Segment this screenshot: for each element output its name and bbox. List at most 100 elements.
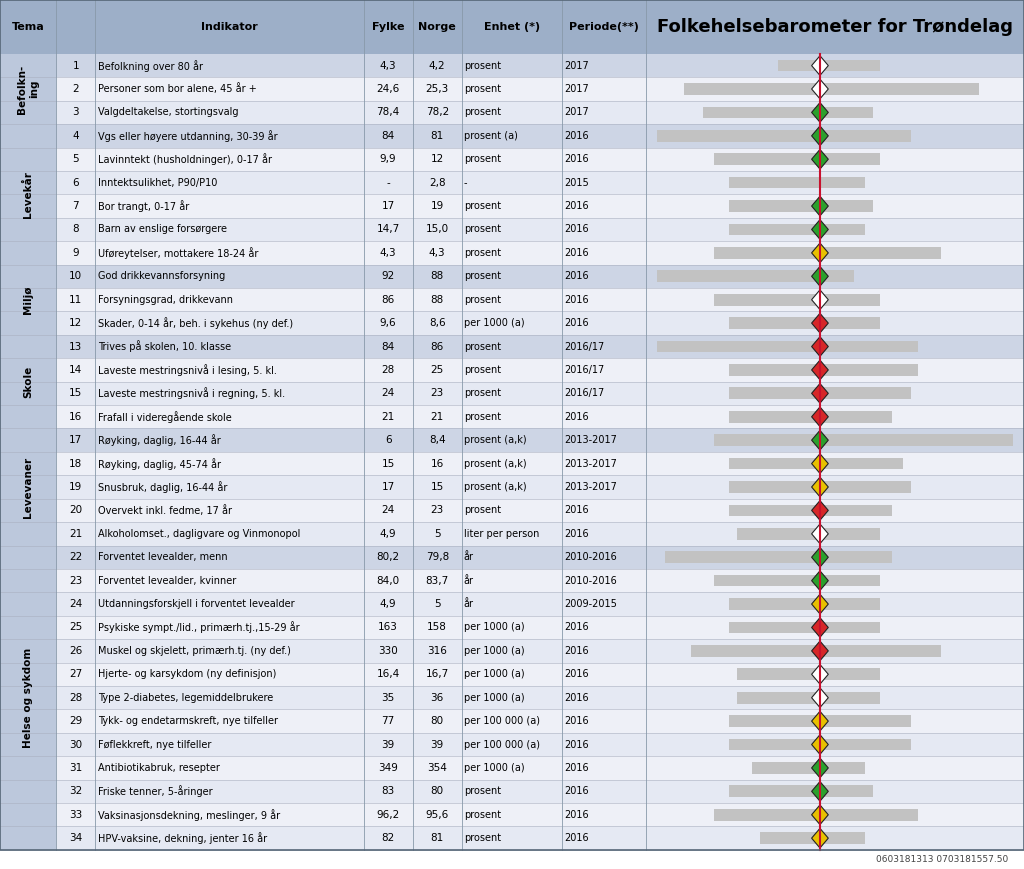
Bar (56, 124, 646, 148)
Text: 77: 77 (382, 716, 394, 726)
Text: 2016: 2016 (564, 693, 589, 703)
Polygon shape (812, 196, 828, 216)
Text: 4,3: 4,3 (380, 61, 396, 70)
Bar (56, 826, 646, 850)
Text: Snusbruk, daglig, 16-44 år: Snusbruk, daglig, 16-44 år (98, 481, 227, 493)
Bar (729, 786, 872, 797)
Text: prosent: prosent (464, 154, 501, 164)
Text: 12: 12 (70, 318, 82, 328)
Text: 15: 15 (431, 482, 443, 492)
Bar (56, 569, 646, 593)
Text: 4,3: 4,3 (429, 248, 445, 258)
Bar (729, 364, 919, 375)
Polygon shape (812, 758, 828, 778)
Text: 1: 1 (73, 61, 79, 70)
Bar (646, 242, 1024, 264)
Text: 14,7: 14,7 (377, 224, 399, 235)
Text: HPV-vaksine, dekning, jenter 16 år: HPV-vaksine, dekning, jenter 16 år (98, 833, 267, 844)
Polygon shape (812, 79, 828, 99)
Bar (646, 803, 1024, 826)
Text: 39: 39 (431, 740, 443, 750)
Bar (729, 176, 865, 189)
Text: prosent: prosent (464, 61, 501, 70)
Text: 78,4: 78,4 (377, 108, 399, 117)
Text: 96,2: 96,2 (377, 810, 399, 819)
Bar (737, 692, 881, 704)
Bar (646, 475, 1024, 499)
Text: 2016/17: 2016/17 (564, 342, 604, 352)
Bar (646, 452, 1024, 475)
Text: 86: 86 (431, 342, 443, 352)
Text: 24: 24 (382, 506, 394, 515)
Bar (760, 833, 865, 844)
Text: prosent: prosent (464, 388, 501, 398)
Text: prosent: prosent (464, 108, 501, 117)
Text: Indikator: Indikator (201, 22, 258, 32)
Text: 2013-2017: 2013-2017 (564, 482, 617, 492)
Bar (646, 358, 1024, 381)
Text: 2017: 2017 (564, 61, 589, 70)
Text: Laveste mestringsnivå i regning, 5. kl.: Laveste mestringsnivå i regning, 5. kl. (98, 388, 286, 399)
Bar (729, 458, 903, 469)
Text: 2016: 2016 (564, 622, 589, 633)
Text: Tykk- og endetarmskreft, nye tilfeller: Tykk- og endetarmskreft, nye tilfeller (98, 716, 279, 726)
Bar (56, 288, 646, 311)
Text: per 1000 (a): per 1000 (a) (464, 622, 524, 633)
Text: Trives på skolen, 10. klasse: Trives på skolen, 10. klasse (98, 341, 231, 353)
Text: 15,0: 15,0 (426, 224, 449, 235)
Bar (646, 54, 1024, 77)
Text: Norge: Norge (419, 22, 456, 32)
Bar (56, 218, 646, 242)
Text: 2010-2016: 2010-2016 (564, 575, 617, 586)
Text: Utdanningsforskjell i forventet levealder: Utdanningsforskjell i forventet levealde… (98, 599, 295, 609)
Text: Røyking, daglig, 16-44 år: Røyking, daglig, 16-44 år (98, 434, 221, 446)
Bar (56, 54, 646, 77)
Text: Føflekkreft, nye tilfeller: Føflekkreft, nye tilfeller (98, 740, 212, 750)
Bar (646, 499, 1024, 522)
Text: år: år (464, 552, 474, 562)
Text: 4,9: 4,9 (380, 529, 396, 539)
Text: 35: 35 (382, 693, 394, 703)
Text: Friske tenner, 5-åringer: Friske tenner, 5-åringer (98, 786, 213, 797)
Text: Overvekt inkl. fedme, 17 år: Overvekt inkl. fedme, 17 år (98, 505, 232, 516)
Text: Miljø: Miljø (24, 285, 33, 314)
Text: 30: 30 (70, 740, 82, 750)
Polygon shape (812, 688, 828, 707)
Text: Tema: Tema (12, 22, 44, 32)
Text: 84: 84 (382, 131, 394, 141)
Text: 5: 5 (73, 154, 79, 164)
Text: 88: 88 (431, 271, 443, 282)
Bar (646, 709, 1024, 733)
Bar (729, 505, 892, 516)
Text: 26: 26 (70, 646, 82, 656)
Text: prosent: prosent (464, 412, 501, 421)
Bar (646, 335, 1024, 358)
Bar (702, 107, 872, 118)
Text: 15: 15 (382, 459, 394, 468)
Text: 82: 82 (382, 833, 394, 843)
Text: per 100 000 (a): per 100 000 (a) (464, 716, 540, 726)
Bar (646, 546, 1024, 569)
Text: 4,2: 4,2 (429, 61, 445, 70)
Text: 17: 17 (382, 201, 394, 211)
Text: prosent: prosent (464, 833, 501, 843)
Text: 2016: 2016 (564, 833, 589, 843)
Bar (646, 77, 1024, 101)
Bar (0, 54, 56, 124)
Bar (56, 803, 646, 826)
Bar (646, 686, 1024, 709)
Text: Laveste mestringsnivå i lesing, 5. kl.: Laveste mestringsnivå i lesing, 5. kl. (98, 364, 278, 376)
Bar (646, 381, 1024, 405)
Text: 29: 29 (70, 716, 82, 726)
Text: 354: 354 (427, 763, 447, 773)
Bar (778, 60, 881, 71)
Bar (737, 528, 881, 540)
Text: Barn av enslige forsørgere: Barn av enslige forsørgere (98, 224, 227, 235)
Text: 2,8: 2,8 (429, 177, 445, 188)
Text: 2016: 2016 (564, 295, 589, 305)
Text: 14: 14 (70, 365, 82, 375)
Text: per 1000 (a): per 1000 (a) (464, 763, 524, 773)
Bar (729, 621, 881, 634)
Text: 9,6: 9,6 (380, 318, 396, 328)
Text: 5: 5 (434, 529, 440, 539)
